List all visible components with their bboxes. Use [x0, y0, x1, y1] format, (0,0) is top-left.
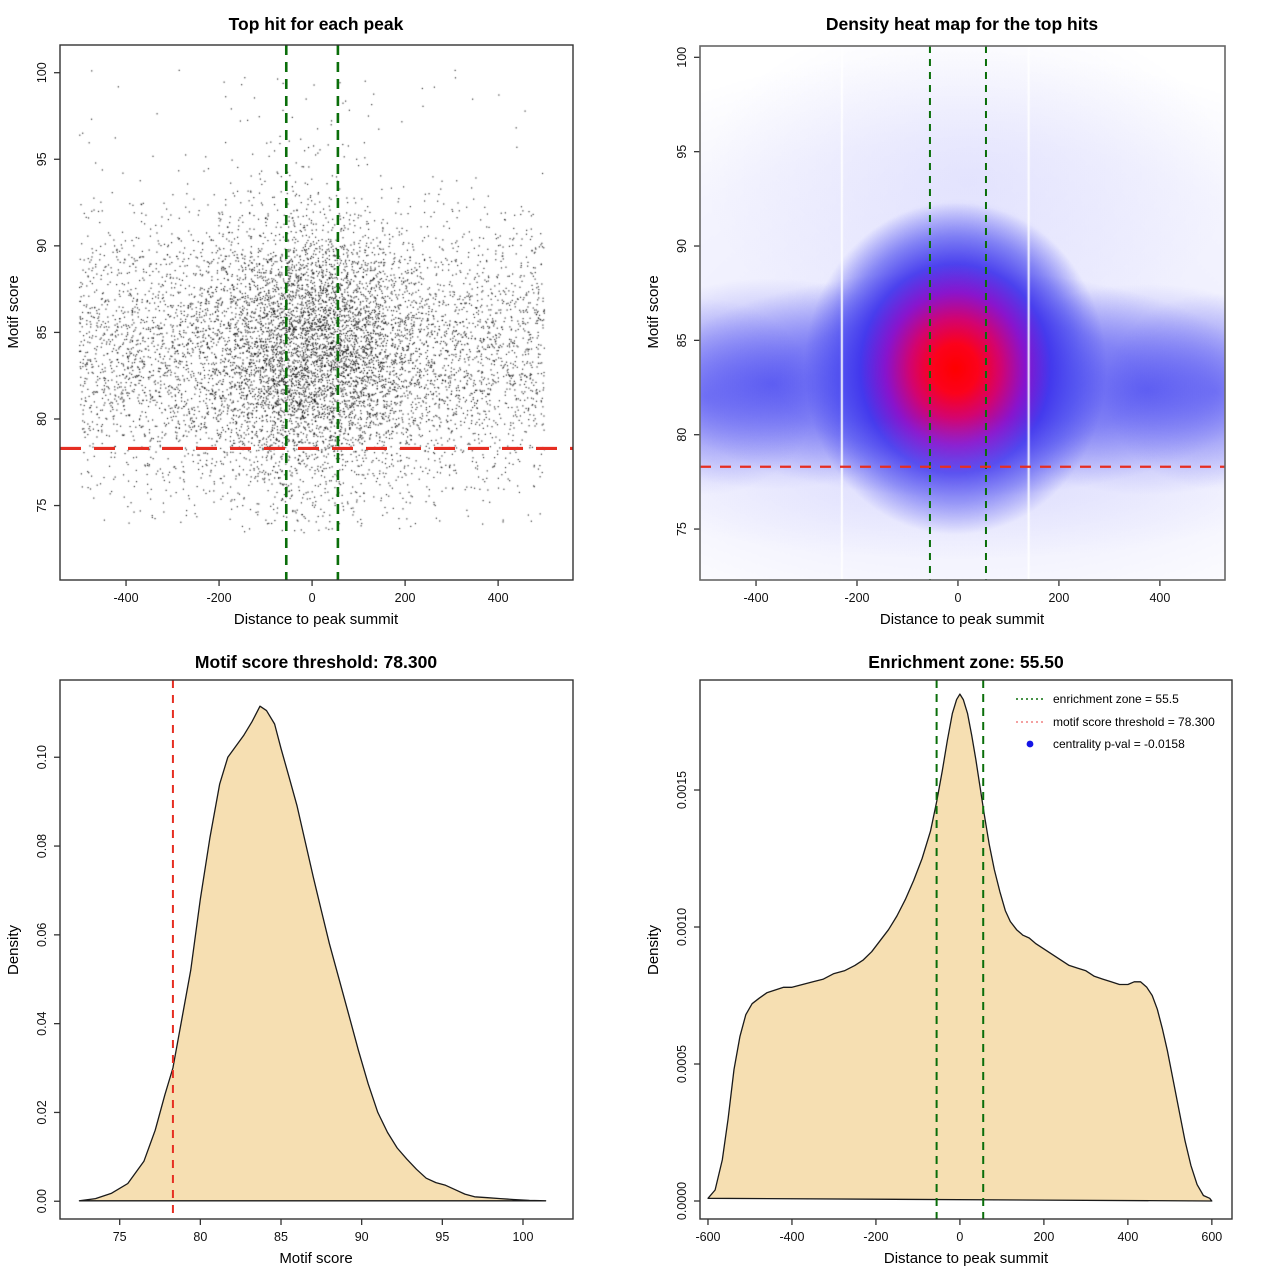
legend-centrality-label: centrality p-val = -0.0158	[1053, 737, 1185, 751]
y-tick-label: 80	[35, 412, 49, 426]
x-tick-label: -200	[844, 591, 869, 605]
x-tick-label: 200	[1048, 591, 1069, 605]
y-tick-label: 90	[35, 239, 49, 253]
x-tick-label: -600	[695, 1230, 720, 1244]
panel-title: Top hit for each peak	[229, 14, 404, 34]
axis-ticks: -400 -200 0 200 400 75 80 85 90 95 100	[675, 47, 1170, 605]
heatmap-layer	[640, 0, 1280, 640]
y-tick-label: 95	[35, 152, 49, 166]
y-tick-label: 0.0010	[675, 908, 689, 946]
x-tick-label: -400	[779, 1230, 804, 1244]
y-tick-label: 75	[35, 499, 49, 513]
y-tick-label: 0.0000	[675, 1182, 689, 1220]
x-axis-label: Distance to peak summit	[234, 611, 399, 628]
panel-title: Density heat map for the top hits	[826, 14, 1099, 34]
panel-motif-score-density: Motif score threshold: 78.300 75 80 85 90 95…	[0, 640, 640, 1280]
y-tick-label: 0.10	[35, 745, 49, 769]
y-tick-label: 100	[35, 62, 49, 83]
density-curve	[707, 693, 1213, 1202]
legend-enrichment-zone-label: enrichment zone = 55.5	[1053, 692, 1179, 706]
x-tick-label: 400	[488, 591, 509, 605]
x-tick-label: 200	[1033, 1230, 1054, 1244]
score-density-plot: Motif score threshold: 78.300 75 80 85 90 95…	[5, 652, 574, 1267]
heatmap-axes-layer: Density heat map for the top hits -400 -2…	[645, 14, 1226, 628]
y-axis-label: Density	[5, 924, 22, 975]
x-tick-label: 0	[954, 591, 961, 605]
x-tick-label: 0	[956, 1230, 963, 1244]
y-tick-label: 95	[675, 145, 689, 159]
x-tick-label: 90	[355, 1230, 369, 1244]
plot-box	[59, 44, 574, 581]
y-tick-label: 85	[675, 333, 689, 347]
y-tick-label: 0.04	[35, 1011, 49, 1035]
panel-title: Enrichment zone: 55.50	[868, 652, 1064, 672]
panel-distance-density: Enrichment zone: 55.50 -600 -400 -200 0 200 4…	[640, 640, 1280, 1280]
panel-density-heatmap: Density heat map for the top hits -400 -2…	[640, 0, 1280, 640]
x-tick-label: -200	[863, 1230, 888, 1244]
x-axis-label: Distance to peak summit	[884, 1250, 1049, 1267]
x-tick-label: 600	[1201, 1230, 1222, 1244]
axis-ticks: -600 -400 -200 0 200 400 600 0.0000 0.0005 0.0010…	[675, 771, 1222, 1244]
panel-title: Motif score threshold: 78.300	[195, 652, 437, 672]
plot-box	[699, 679, 1233, 1220]
distance-density-plot: Enrichment zone: 55.50 -600 -400 -200 0 200 4…	[645, 652, 1233, 1267]
y-tick-label: 0.0015	[675, 771, 689, 809]
reference-lines	[60, 45, 573, 580]
y-tick-label: 0.0005	[675, 1045, 689, 1083]
x-tick-label: 95	[435, 1230, 449, 1244]
y-tick-label: 90	[675, 239, 689, 253]
density-curve	[78, 705, 547, 1202]
legend-centrality-dot	[1026, 740, 1034, 748]
y-tick-label: 100	[675, 47, 689, 68]
x-axis-label: Distance to peak summit	[880, 611, 1045, 628]
x-tick-label: 100	[513, 1230, 534, 1244]
y-tick-label: 85	[35, 325, 49, 339]
y-tick-label: 80	[675, 428, 689, 442]
x-tick-label: 400	[1149, 591, 1170, 605]
x-axis-label: Motif score	[279, 1250, 352, 1267]
y-axis-label: Motif score	[5, 275, 22, 348]
panel-top-hit-scatter: Top hit for each peak -400 -200 0 200 400 75 8…	[0, 0, 640, 640]
density-area	[707, 693, 1213, 1202]
axis-ticks: 75 80 85 90 95 100 0.00 0.02 0.04 0.06 0.08 0.10	[35, 745, 533, 1244]
scatter-points-layer	[0, 0, 640, 640]
scatter-axes-layer: Top hit for each peak -400 -200 0 200 400 75 8…	[5, 14, 574, 628]
x-tick-label: -200	[207, 591, 232, 605]
plot-box	[699, 45, 1226, 581]
y-tick-label: 0.06	[35, 923, 49, 947]
x-tick-label: 80	[193, 1230, 207, 1244]
x-tick-label: 85	[274, 1230, 288, 1244]
x-tick-label: 75	[113, 1230, 127, 1244]
reference-lines	[700, 46, 1225, 580]
x-tick-label: 200	[395, 591, 416, 605]
x-tick-label: 0	[309, 591, 316, 605]
x-tick-label: -400	[744, 591, 769, 605]
y-tick-label: 0.08	[35, 834, 49, 858]
axis-ticks: -400 -200 0 200 400 75 80 85 90 95 100	[35, 62, 509, 605]
plot-box	[59, 679, 574, 1220]
density-area	[78, 705, 547, 1202]
legend: enrichment zone = 55.5 motif score thres…	[1016, 692, 1215, 751]
x-tick-label: -400	[114, 591, 139, 605]
y-tick-label: 0.00	[35, 1189, 49, 1213]
y-axis-label: Density	[645, 924, 662, 975]
y-axis-label: Motif score	[645, 275, 662, 348]
x-tick-label: 400	[1117, 1230, 1138, 1244]
y-tick-label: 75	[675, 522, 689, 536]
legend-score-threshold-label: motif score threshold = 78.300	[1053, 715, 1215, 729]
reference-lines	[935, 680, 985, 1219]
y-tick-label: 0.02	[35, 1100, 49, 1124]
